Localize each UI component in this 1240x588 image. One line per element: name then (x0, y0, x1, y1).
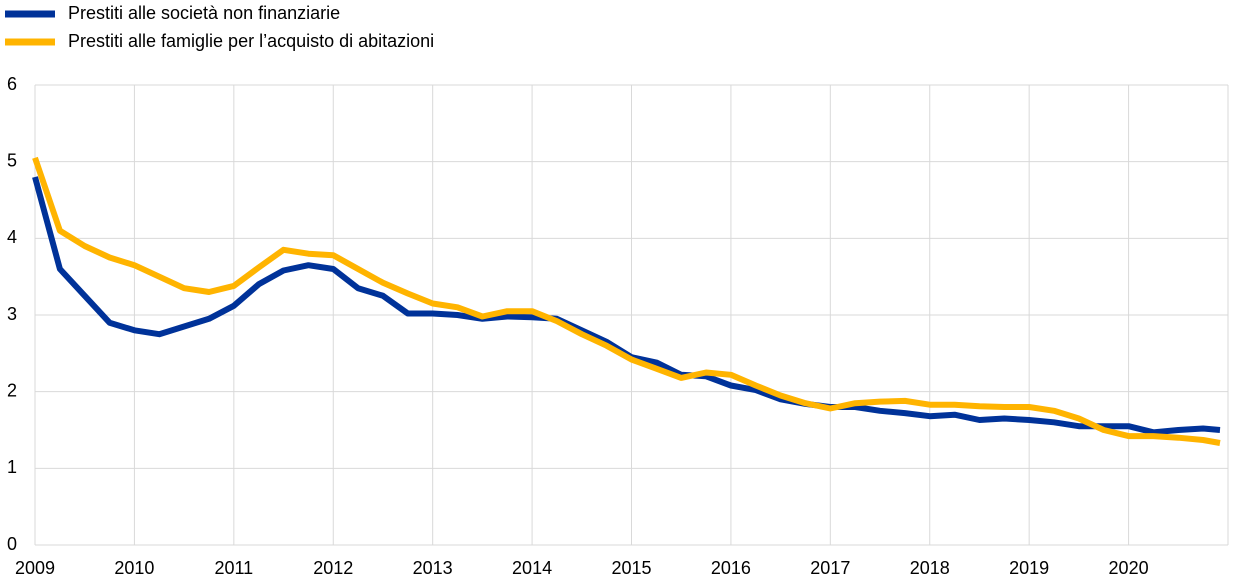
x-tick-label: 2014 (512, 558, 552, 578)
x-tick-label: 2010 (114, 558, 154, 578)
y-tick-label: 3 (7, 304, 17, 324)
y-tick-label: 5 (7, 150, 17, 170)
series-line (32, 156, 1221, 446)
x-tick-label: 2020 (1109, 558, 1149, 578)
legend-label: Prestiti alle società non finanziarie (68, 3, 340, 23)
x-tick-label: 2016 (711, 558, 751, 578)
x-tick-label: 2015 (611, 558, 651, 578)
x-tick-label: 2011 (214, 558, 253, 578)
x-tick-label: 2017 (810, 558, 850, 578)
y-tick-label: 0 (7, 534, 17, 554)
x-tick-label: 2012 (313, 558, 353, 578)
legend-label: Prestiti alle famiglie per l’acquisto di… (68, 31, 434, 51)
x-tick-label: 2013 (413, 558, 453, 578)
x-tick-label: 2018 (910, 558, 950, 578)
y-tick-label: 4 (7, 227, 17, 247)
y-tick-label: 6 (7, 74, 17, 94)
x-tick-label: 2009 (15, 558, 55, 578)
y-tick-label: 1 (7, 457, 17, 477)
series-line (32, 176, 1221, 436)
y-tick-label: 2 (7, 380, 17, 400)
x-tick-label: 2019 (1009, 558, 1049, 578)
